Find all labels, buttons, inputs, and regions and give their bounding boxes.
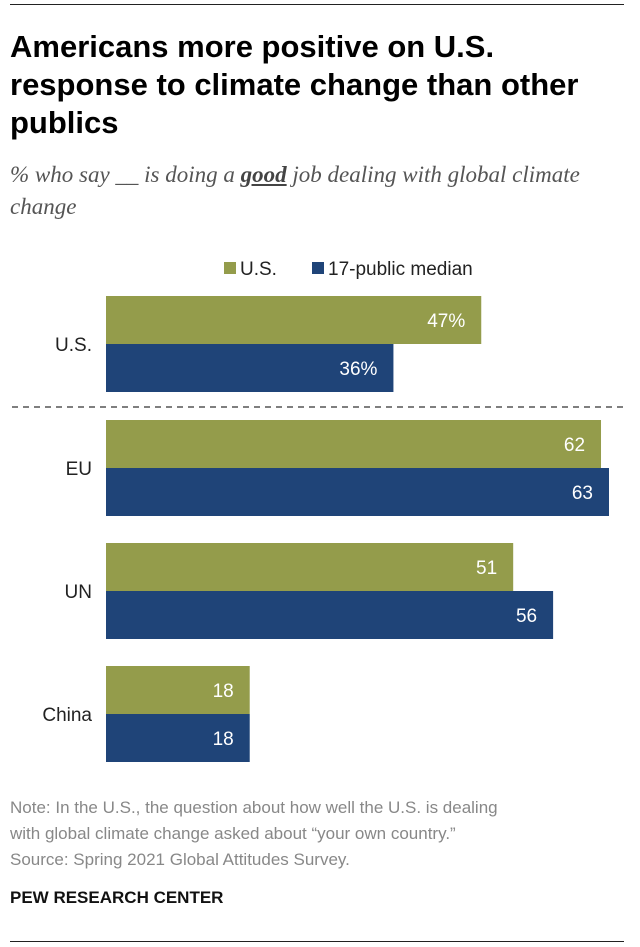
value-label-un-17-public-median: 56: [516, 606, 537, 627]
chart-title: Americans more positive on U.S. response…: [10, 29, 579, 140]
bar-chart: U.S. 17-public median 47% 36% U.S. 62 63 EU 51 56…: [12, 259, 624, 762]
bar-eu-17-public-median: [106, 468, 609, 516]
value-label-china-u-s: 18: [213, 681, 234, 702]
bar-china-u-s: [106, 666, 250, 714]
value-label-eu-17-public-median: 63: [572, 483, 593, 504]
chart-subtitle: % who say __ is doing a good job dealing…: [10, 159, 620, 223]
bottom-rule: [10, 941, 624, 942]
bar-u-s-17-public-median: [106, 344, 394, 392]
legend-label-u-s: U.S.: [240, 259, 277, 280]
value-label-u-s-u-s: 47%: [427, 311, 465, 332]
legend-label-17-public-median: 17-public median: [328, 259, 473, 280]
legend-swatch-u-s: [224, 262, 236, 274]
bar-eu-u-s: [106, 420, 602, 468]
subtitle-text-start: % who say __ is doing a: [10, 162, 241, 187]
note-line-2: with global climate change asked about “…: [10, 824, 456, 843]
category-label-china: China: [42, 705, 92, 726]
bar-u-s-u-s: [106, 296, 482, 344]
category-label-u-s: U.S.: [55, 335, 92, 356]
value-label-u-s-17-public-median: 36%: [339, 359, 377, 380]
value-label-eu-u-s: 62: [564, 435, 585, 456]
bar-un-u-s: [106, 543, 514, 591]
subtitle-emphasis: good: [240, 162, 287, 187]
category-label-un: UN: [65, 582, 92, 603]
brand-name: PEW RESEARCH CENTER: [10, 888, 224, 907]
note-line-1: Note: In the U.S., the question about ho…: [10, 798, 498, 817]
note-line-3: Source: Spring 2021 Global Attitudes Sur…: [10, 850, 350, 869]
subtitle-text-end: job dealing with global climate change: [10, 162, 580, 219]
bar-china-17-public-median: [106, 714, 250, 762]
category-label-eu: EU: [66, 459, 92, 480]
chart-note: Note: In the U.S., the question about ho…: [10, 795, 620, 873]
bar-un-17-public-median: [106, 591, 554, 639]
value-label-un-u-s: 51: [476, 558, 497, 579]
legend-swatch-17-public-median: [312, 262, 324, 274]
value-label-china-17-public-median: 18: [213, 729, 234, 750]
top-rule: [10, 4, 624, 5]
